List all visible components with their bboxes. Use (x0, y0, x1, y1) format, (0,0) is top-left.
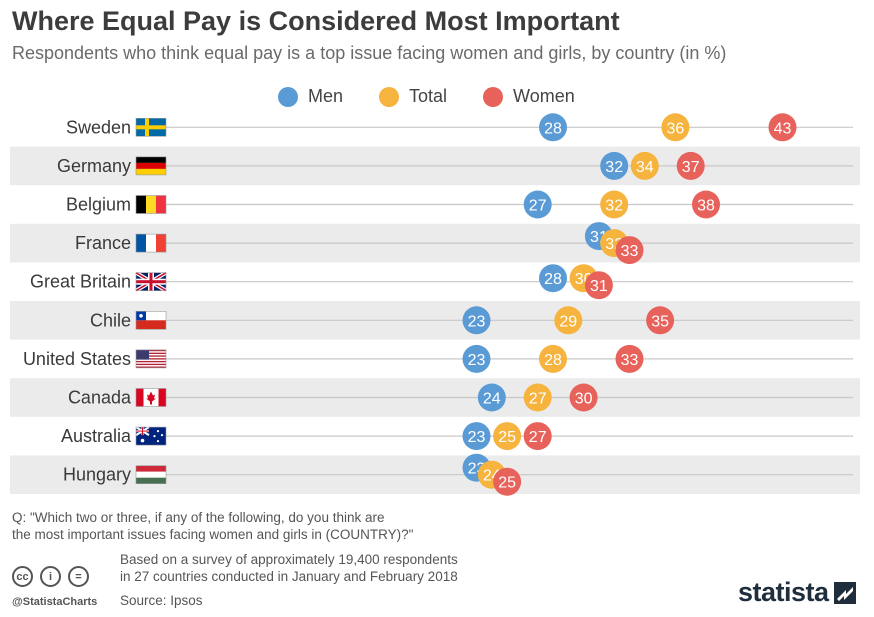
flag-united-states-icon (135, 349, 167, 369)
data-label-total-belgium: 32 (605, 198, 623, 215)
data-label-women-belgium: 38 (697, 198, 715, 215)
dot-total-australia (493, 422, 522, 451)
survey-note-line-1: Based on a survey of approximately 19,40… (120, 552, 458, 567)
dot-men-sweden (539, 113, 567, 142)
survey-question-line-1: Q: "Which two or three, if any of the fo… (12, 510, 385, 525)
legend-label-total: Total (409, 86, 448, 106)
dot-total-united-states (539, 344, 567, 373)
flag-chile-icon (135, 310, 167, 330)
twitter-handle: @StatistaCharts (12, 596, 98, 608)
category-label-canada: Canada (68, 388, 132, 408)
dot-total-belgium (600, 190, 629, 219)
category-label-hungary: Hungary (63, 465, 131, 485)
dot-men-chile (462, 306, 491, 335)
flag-great-britain-icon (134, 270, 168, 293)
data-label-women-canada: 30 (575, 391, 593, 408)
statista-logo: statista (738, 577, 856, 608)
dot-total-germany (630, 151, 659, 180)
survey-question: Q: "Which two or three, if any of the fo… (12, 509, 532, 543)
flag-canada-icon (135, 388, 167, 407)
category-label-germany: Germany (57, 156, 131, 176)
chart-subtitle: Respondents who think equal pay is a top… (12, 43, 727, 63)
dot-women-great-britain (584, 271, 613, 300)
data-label-men-australia: 23 (468, 429, 486, 446)
dot-men-great-britain (539, 264, 567, 293)
category-label-sweden: Sweden (66, 117, 131, 137)
dot-women-germany (676, 151, 705, 180)
chart-title: Where Equal Pay is Considered Most Impor… (12, 6, 620, 36)
dot-men-united-states (462, 344, 491, 373)
data-label-women-sweden: 43 (774, 120, 792, 137)
data-label-total-united-states: 28 (544, 352, 562, 369)
data-label-women-great-britain: 31 (590, 278, 608, 295)
data-label-men-united-states: 23 (468, 352, 486, 369)
data-label-total-australia: 25 (498, 429, 516, 446)
dot-men-canada (477, 383, 506, 412)
dot-total-sweden (661, 113, 690, 142)
category-label-australia: Australia (61, 426, 132, 446)
legend-item-total: Total (379, 86, 447, 107)
data-label-women-united-states: 33 (621, 352, 639, 369)
dot-women-australia (523, 422, 552, 451)
category-label-france: France (75, 233, 131, 253)
legend-label-men: Men (308, 86, 344, 106)
survey-question-line-2: the most important issues facing women a… (12, 527, 414, 542)
dot-women-france (615, 236, 644, 265)
flag-germany-icon (135, 156, 167, 176)
dot-total-canada (523, 383, 552, 412)
category-label-great-britain: Great Britain (30, 272, 131, 292)
category-label-belgium: Belgium (66, 195, 131, 215)
flag-belgium-icon (135, 195, 167, 214)
data-label-women-france: 33 (621, 243, 639, 260)
legend: Men Total Women (278, 86, 611, 107)
dot-men-australia (462, 422, 491, 451)
statista-logo-icon (833, 581, 856, 604)
legend-marker-men (278, 86, 298, 107)
legend-marker-total (379, 86, 400, 107)
data-label-men-canada: 24 (483, 391, 501, 408)
survey-note: Based on a survey of approximately 19,40… (120, 551, 540, 585)
cc-icon: cc (12, 566, 33, 587)
flag-france-icon (135, 233, 167, 253)
dot-women-hungary (493, 467, 522, 496)
dot-total-chile (554, 306, 583, 335)
source-note: Source: Ipsos (120, 593, 203, 608)
data-label-total-canada: 27 (529, 391, 547, 408)
dot-men-belgium (523, 190, 552, 219)
dot-women-belgium (692, 190, 720, 219)
license-icons: cc i = (12, 566, 96, 587)
category-label-chile: Chile (90, 310, 131, 330)
attribution-icon: i (40, 566, 61, 587)
flag-sweden-icon (135, 118, 167, 137)
survey-note-line-2: in 27 countries conducted in January and… (120, 569, 458, 584)
no-derivatives-icon: = (68, 566, 89, 587)
category-label-united-states: United States (23, 349, 131, 369)
data-label-women-germany: 37 (682, 159, 700, 176)
dot-women-canada (569, 383, 598, 412)
legend-item-men: Men (278, 86, 343, 107)
brand-name: statista (738, 577, 829, 607)
dot-women-chile (646, 306, 675, 335)
flag-hungary-icon (135, 465, 167, 485)
data-label-men-great-britain: 28 (544, 271, 562, 288)
data-label-women-australia: 27 (529, 429, 547, 446)
data-label-men-sweden: 28 (544, 120, 562, 137)
flag-australia-icon (135, 426, 167, 446)
data-label-total-germany: 34 (636, 159, 654, 176)
dot-women-sweden (768, 113, 797, 142)
legend-marker-women (483, 86, 504, 107)
legend-label-women: Women (513, 86, 575, 106)
data-label-women-chile: 35 (651, 313, 669, 330)
data-label-men-chile: 23 (468, 313, 486, 330)
data-label-women-hungary: 25 (498, 475, 516, 492)
data-label-total-chile: 29 (559, 313, 577, 330)
data-label-men-germany: 32 (605, 159, 623, 176)
data-label-total-sweden: 36 (667, 120, 685, 137)
data-label-men-belgium: 27 (529, 198, 547, 215)
legend-item-women: Women (483, 86, 575, 107)
dot-women-united-states (615, 344, 644, 373)
dot-men-germany (600, 151, 629, 180)
